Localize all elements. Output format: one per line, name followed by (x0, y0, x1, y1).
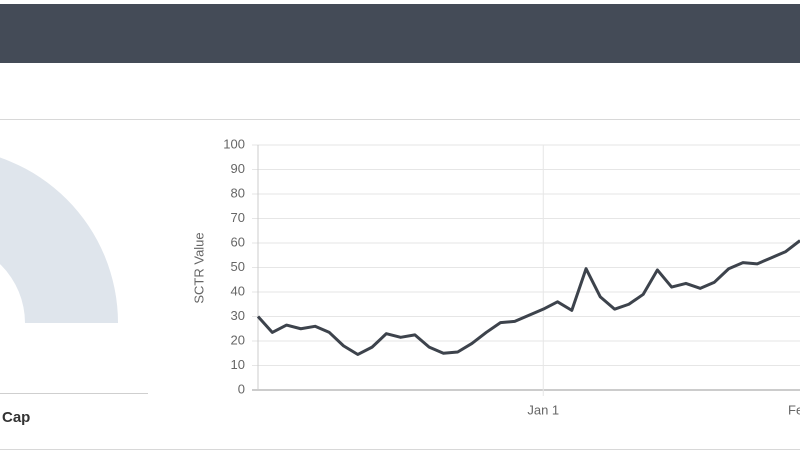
y-axis-label: SCTR Value (191, 232, 206, 303)
x-tick-label: Fe (788, 402, 800, 417)
y-tick-label: 100 (223, 136, 245, 151)
y-tick-label: 50 (231, 259, 245, 274)
gauge-label: Cap (2, 409, 30, 426)
y-tick-label: 40 (231, 283, 245, 298)
y-tick-label: 70 (231, 210, 245, 225)
header-bar (0, 4, 800, 63)
y-tick-label: 0 (238, 381, 245, 396)
y-tick-label: 90 (231, 161, 245, 176)
gauge-arc (0, 157, 118, 323)
y-tick-label: 20 (231, 332, 245, 347)
y-tick-label: 10 (231, 357, 245, 372)
line-series (256, 239, 800, 356)
y-tick-label: 80 (231, 185, 245, 200)
x-tick-label: Jan 1 (527, 402, 559, 417)
y-tick-label: 60 (231, 234, 245, 249)
y-tick-label: 30 (231, 308, 245, 323)
